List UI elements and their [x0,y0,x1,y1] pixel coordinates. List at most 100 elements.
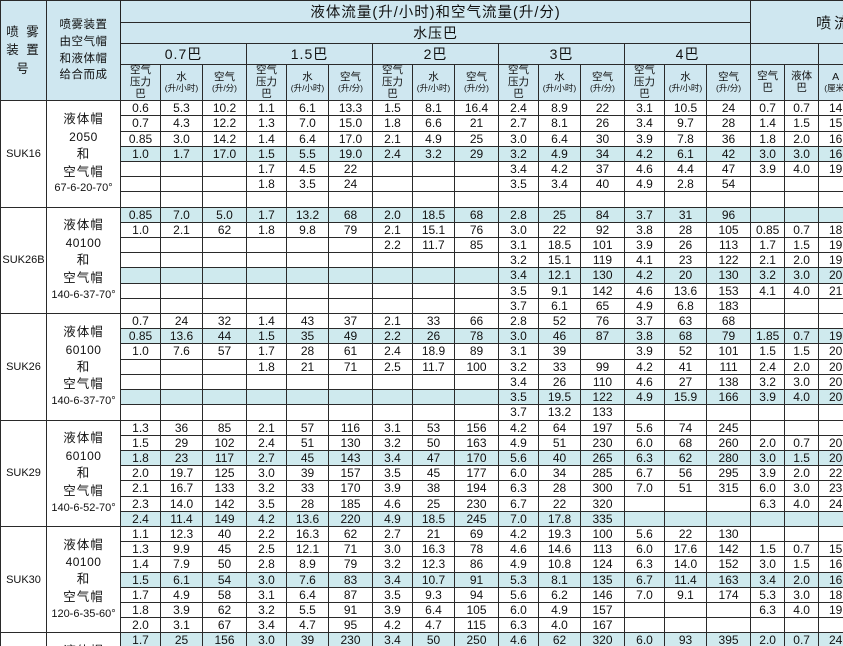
data-cell [412,161,455,178]
unit-air-pressure-1-l1: 空气 [256,64,277,76]
data-cell [160,252,203,269]
data-cell: 24 [328,176,373,193]
data-cell: 3.2 [246,480,287,497]
data-cell: 2.4 [120,510,161,527]
data-cell: 100 [580,525,625,543]
data-cell: 6.3 [498,617,539,634]
data-cell: 2.2 [246,525,287,543]
data-cell: 33 [412,313,455,330]
table-row: 3.7 6.1 65 4.9 6.8 183 [1,297,843,315]
table-row: 1.8 3.9 62 3.2 5.5 91 3.9 6.4 105 6.0 4.9 157 6.3 4.0… [1,601,843,619]
data-cell: 230 [454,495,499,512]
data-cell: 24 [818,632,843,646]
data-cell: 4.9 [498,434,539,451]
unit-airflow-4-l1: 空气 [718,70,740,83]
data-cell: 7.6 [286,571,329,588]
data-cell: 9.7 [664,115,707,132]
caption-line-5: 140-6-37-70° [51,288,116,301]
data-cell: 6.1 [286,100,329,117]
data-cell [246,404,287,421]
data-cell: 5.5 [286,145,329,163]
data-cell: 32 [202,313,247,330]
caption-line-2: 60100 [65,449,102,464]
data-cell: 3.7 [498,404,539,421]
data-cell: 116 [328,419,373,436]
data-cell: 3.0 [246,632,287,646]
data-cell: 69 [454,525,499,543]
data-cell: 4.7 [412,617,455,634]
data-cell: 13.6 [286,510,329,527]
data-cell: 5.6 [498,586,539,603]
data-cell: 92 [580,221,625,239]
data-cell: 125 [202,465,247,482]
data-cell: 74 [664,419,707,436]
data-cell: 3.7 [498,297,539,315]
data-cell: 16 [818,556,843,573]
data-cell [454,297,499,315]
data-cell [750,297,786,315]
data-cell [202,252,247,269]
data-cell: 197 [580,419,625,436]
data-cell: 5.6 [498,449,539,467]
data-cell: 230 [580,434,625,451]
data-cell [120,191,161,208]
data-cell: 295 [705,465,752,482]
data-cell: 115 [454,617,499,634]
data-cell [454,373,499,391]
data-cell [372,389,413,406]
data-cell: 3.8 [624,328,665,345]
data-cell [286,191,329,208]
data-cell: 1.1 [246,100,287,117]
model-caption-cell: 液体帽 2050 和空气帽 67-6-20-70° [46,100,121,208]
data-cell: 8.9 [286,556,329,573]
table-row: SUK30 液体帽 40100 和空气帽 120-6-35-60° 1.1 12.3 40 2.… [0,525,843,634]
data-cell: 0.7 [784,221,820,239]
data-cell: 2.7 [498,115,539,132]
data-cell: 21 [454,115,499,132]
data-cell: 285 [580,465,625,482]
data-cell: 7.0 [498,510,539,527]
data-cell: 3.2 [412,145,455,163]
data-cell [664,510,707,527]
header-group-2bar: 2巴 [372,43,499,65]
data-cell: 24 [160,313,203,330]
unit-jet-liquid-l1: 液体 [791,69,813,82]
data-cell: 14 [818,100,843,117]
table-row: 2.1 16.7 133 3.2 33 170 3.9 38 194 6.3 28 300 7.0 51 3… [1,480,843,497]
data-cell: 3.2 [372,434,413,451]
data-cell: 156 [454,419,499,436]
data-cell: 91 [454,571,499,588]
data-cell: 44 [202,328,247,345]
data-cell: 3.0 [498,130,539,147]
table-row: 3.7 13.2 133 [1,404,843,421]
data-cell: 24 [705,100,752,117]
data-cell: 9.1 [538,282,581,299]
data-cell: 85 [202,419,247,436]
data-cell [372,267,413,284]
data-cell: 85 [454,237,499,254]
data-cell: 58 [202,586,247,603]
unit-airflow-4-l2: (升/分) [716,82,742,93]
data-cell: 1.5 [784,449,820,467]
caption-line-3: 和 [76,146,91,161]
data-cell: 2.1 [246,419,287,436]
data-cell: 63 [664,313,707,330]
caption-line-1: 液体帽 [63,431,104,446]
unit-air-pressure-1: 空气 压力 巴 [246,63,287,102]
unit-air-pressure-2-l1: 空气 [382,64,403,76]
data-cell: 76 [454,221,499,239]
data-cell: 37 [580,161,625,178]
data-cell: 68 [454,206,499,223]
data-cell: 4.9 [624,389,665,406]
data-cell: 1.5 [784,237,820,254]
table-row: 2.211.7853.118.51013.9261131.71.51925332… [1,237,843,254]
data-cell: 26 [538,373,581,391]
data-cell: 71 [328,358,373,375]
data-cell: 130 [705,525,752,543]
data-cell: 13.6 [664,282,707,299]
unit-air-pressure-0: 空气 压力 巴 [120,63,161,102]
data-cell: 16.4 [454,100,499,117]
data-cell: 51 [538,434,581,451]
data-cell [624,601,665,619]
data-cell: 2.1 [120,480,161,497]
